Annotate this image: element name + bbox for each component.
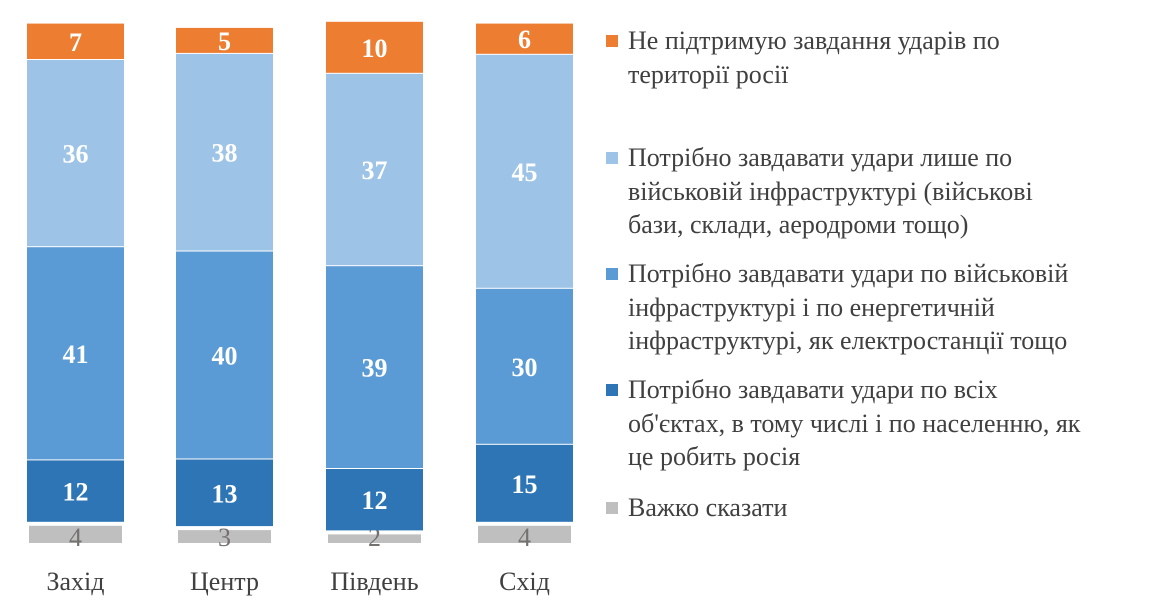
bar-segment-3-2 [326, 73, 423, 266]
bar-segment-1-2 [326, 469, 423, 531]
bar-segment-3-3 [476, 54, 573, 288]
bar-segment-2-1 [176, 251, 273, 459]
legend-item-all-objects: Потрібно завдавати удари по всіх об'єкта… [606, 373, 1080, 474]
category-label: Центр [190, 567, 259, 596]
category-label: Схід [499, 567, 550, 596]
bar-segment-2-0 [27, 247, 124, 460]
bar-segment-4-3 [476, 23, 573, 54]
legend-marker-dark-blue [606, 384, 618, 396]
data-label: 39 [362, 354, 388, 383]
bar-segment-1-0 [27, 460, 124, 522]
bar-segment-2-3 [476, 288, 573, 444]
data-label: 40 [212, 342, 238, 371]
bar-segment-1-1 [176, 459, 273, 527]
legend-marker-orange [606, 35, 618, 47]
data-label: 45 [512, 158, 538, 187]
data-label: 4 [518, 523, 531, 552]
legend-label: Потрібно завдавати удари по всіх об'єкта… [628, 375, 1081, 471]
data-label: 12 [362, 486, 388, 515]
legend-marker-grey [606, 502, 618, 514]
legend-marker-light-blue [606, 152, 618, 164]
data-label: 4 [69, 523, 82, 552]
legend-item-not-support: Не підтримую завдання ударів по територі… [606, 24, 1000, 91]
legend-label: Потрібно завдавати удари лише по військо… [628, 143, 1033, 239]
legend-item-hard-to-say: Важко сказати [606, 491, 787, 525]
category-label: Південь [330, 567, 418, 596]
data-label: 10 [362, 34, 388, 63]
bar-segment-3-1 [176, 53, 273, 251]
bar-segment-3-0 [27, 60, 124, 247]
data-label: 7 [69, 28, 82, 57]
legend-label: Не підтримую завдання ударів по територі… [628, 26, 1000, 89]
data-label: 3 [218, 523, 231, 552]
bar-segment-0-2 [328, 534, 421, 543]
bar-segment-4-2 [326, 21, 423, 73]
data-label: 13 [212, 479, 238, 508]
data-label: 5 [218, 27, 231, 56]
legend-label: Потрібно завдавати удари по військовій і… [628, 259, 1069, 355]
data-label: 30 [512, 353, 538, 382]
legend-marker-mid-blue [606, 268, 618, 280]
bar-segment-4-1 [176, 27, 273, 53]
data-label: 41 [63, 340, 89, 369]
bar-segment-0-0 [29, 525, 122, 543]
data-label: 36 [63, 140, 89, 169]
category-label: Захід [46, 567, 104, 596]
bar-segment-4-0 [27, 23, 124, 60]
legend-item-military-only: Потрібно завдавати удари лише по військо… [606, 141, 1033, 242]
data-label: 12 [63, 478, 89, 507]
data-label: 15 [512, 470, 538, 499]
data-label: 38 [212, 139, 238, 168]
bar-segment-0-3 [478, 525, 571, 543]
bar-segment-1-3 [476, 444, 573, 522]
bar-segment-0-1 [178, 530, 271, 543]
data-label: 37 [362, 156, 388, 185]
data-label: 6 [518, 25, 531, 54]
bar-segment-2-2 [326, 266, 423, 468]
legend-label: Важко сказати [628, 493, 788, 522]
legend-item-military-energy: Потрібно завдавати удари по військовій і… [606, 257, 1068, 358]
